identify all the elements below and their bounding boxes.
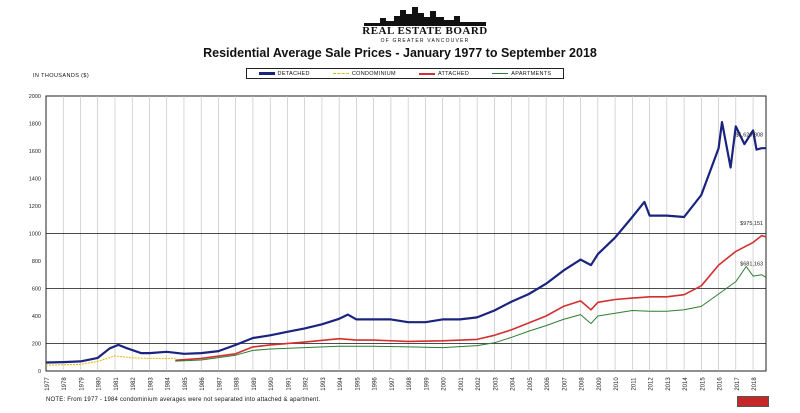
x-tick-label: 1978 <box>62 377 68 391</box>
value-annotation: $1,620,808 <box>736 132 764 138</box>
x-tick-label: 2013 <box>666 377 672 391</box>
x-tick-label: 2016 <box>718 377 724 391</box>
x-tick-label: 2001 <box>459 377 465 391</box>
legend-item-attached: ATTACHED <box>418 70 470 77</box>
value-annotation: $975,151 <box>740 221 763 227</box>
x-tick-label: 2009 <box>597 377 603 391</box>
x-tick-label: 2000 <box>442 377 448 391</box>
x-tick-label: 1977 <box>45 377 51 391</box>
x-tick-label: 1988 <box>235 377 241 391</box>
x-tick-label: 1996 <box>373 377 379 391</box>
y-tick-label: 600 <box>32 287 41 293</box>
x-tick-label: 2007 <box>562 377 568 391</box>
x-tick-label: 2011 <box>631 377 637 391</box>
x-tick-label: 1981 <box>114 377 120 391</box>
x-tick-label: 2010 <box>614 377 620 391</box>
x-tick-label: 2002 <box>476 377 482 391</box>
series-line-attached <box>175 234 767 362</box>
skyline-icon <box>364 7 486 26</box>
x-tick-label: 1987 <box>217 377 223 391</box>
chart-title: Residential Average Sale Prices - Januar… <box>203 46 597 60</box>
board-footer-logo <box>737 396 769 407</box>
x-tick-label: 1980 <box>97 377 103 391</box>
x-tick-label: 1991 <box>286 377 292 391</box>
legend-label-attached: ATTACHED <box>437 70 470 77</box>
y-tick-label: 1600 <box>29 149 41 155</box>
logo-subtitle: OF GREATER VANCOUVER <box>380 38 470 44</box>
x-tick-label: 1989 <box>252 377 258 391</box>
x-tick-label: 1994 <box>338 377 344 391</box>
chart-note: NOTE: From 1977 - 1984 condominium avera… <box>46 397 321 403</box>
y-tick-label: 200 <box>32 342 41 348</box>
x-tick-label: 1997 <box>390 377 396 391</box>
x-tick-label: 1993 <box>321 377 327 391</box>
y-axis-label: IN THOUSANDS ($) <box>33 73 90 79</box>
y-tick-label: 0 <box>38 369 41 375</box>
x-tick-label: 2018 <box>752 377 758 391</box>
x-tick-label: 2015 <box>700 377 706 391</box>
legend-item-detached: DETACHED <box>258 70 310 77</box>
x-tick-label: 1986 <box>200 377 206 391</box>
legend-label-detached: DETACHED <box>277 70 310 77</box>
legend-item-condominium: CONDOMINIUM <box>332 70 396 77</box>
y-tick-label: 1200 <box>29 204 41 210</box>
y-tick-label: 1400 <box>29 177 41 183</box>
value-annotation: $681,163 <box>740 261 763 267</box>
x-tick-label: 1999 <box>424 377 430 391</box>
y-tick-label: 1800 <box>29 122 41 128</box>
legend-label-apartments: APARTMENTS <box>511 70 552 77</box>
real-estate-board-logo <box>364 7 486 26</box>
y-tick-label: 2000 <box>29 94 41 100</box>
series-line-condominium <box>45 355 176 366</box>
y-tick-label: 400 <box>32 314 41 320</box>
x-tick-label: 1998 <box>407 377 413 391</box>
x-tick-label: 1990 <box>269 377 275 391</box>
x-tick-label: 1982 <box>131 377 137 391</box>
legend-item-apartments: APARTMENTS <box>492 71 551 77</box>
series-line-apartments <box>175 266 767 362</box>
x-tick-label: 1983 <box>148 377 154 391</box>
y-tick-label: 1000 <box>29 232 41 238</box>
x-tick-label: 2017 <box>735 377 741 391</box>
x-tick-label: 1985 <box>183 377 189 391</box>
x-tick-label: 2008 <box>580 377 586 391</box>
x-tick-label: 1992 <box>304 377 310 391</box>
x-tick-label: 1995 <box>355 377 361 391</box>
y-tick-label: 800 <box>32 259 41 265</box>
x-tick-label: 2003 <box>493 377 499 391</box>
legend-label-condominium: CONDOMINIUM <box>351 70 396 77</box>
logo-text: REAL ESTATE BOARD <box>362 25 488 37</box>
x-tick-label: 2005 <box>528 377 534 391</box>
x-tick-label: 2006 <box>545 377 551 391</box>
chart-legend: DETACHED CONDOMINIUM ATTACHED APARTMENTS <box>246 68 564 79</box>
x-tick-label: 2004 <box>511 377 517 391</box>
x-tick-label: 2012 <box>649 377 655 391</box>
series-line-detached <box>45 120 766 364</box>
x-tick-label: 1984 <box>166 377 172 391</box>
x-tick-label: 1979 <box>79 377 85 391</box>
x-tick-label: 2014 <box>683 377 689 391</box>
